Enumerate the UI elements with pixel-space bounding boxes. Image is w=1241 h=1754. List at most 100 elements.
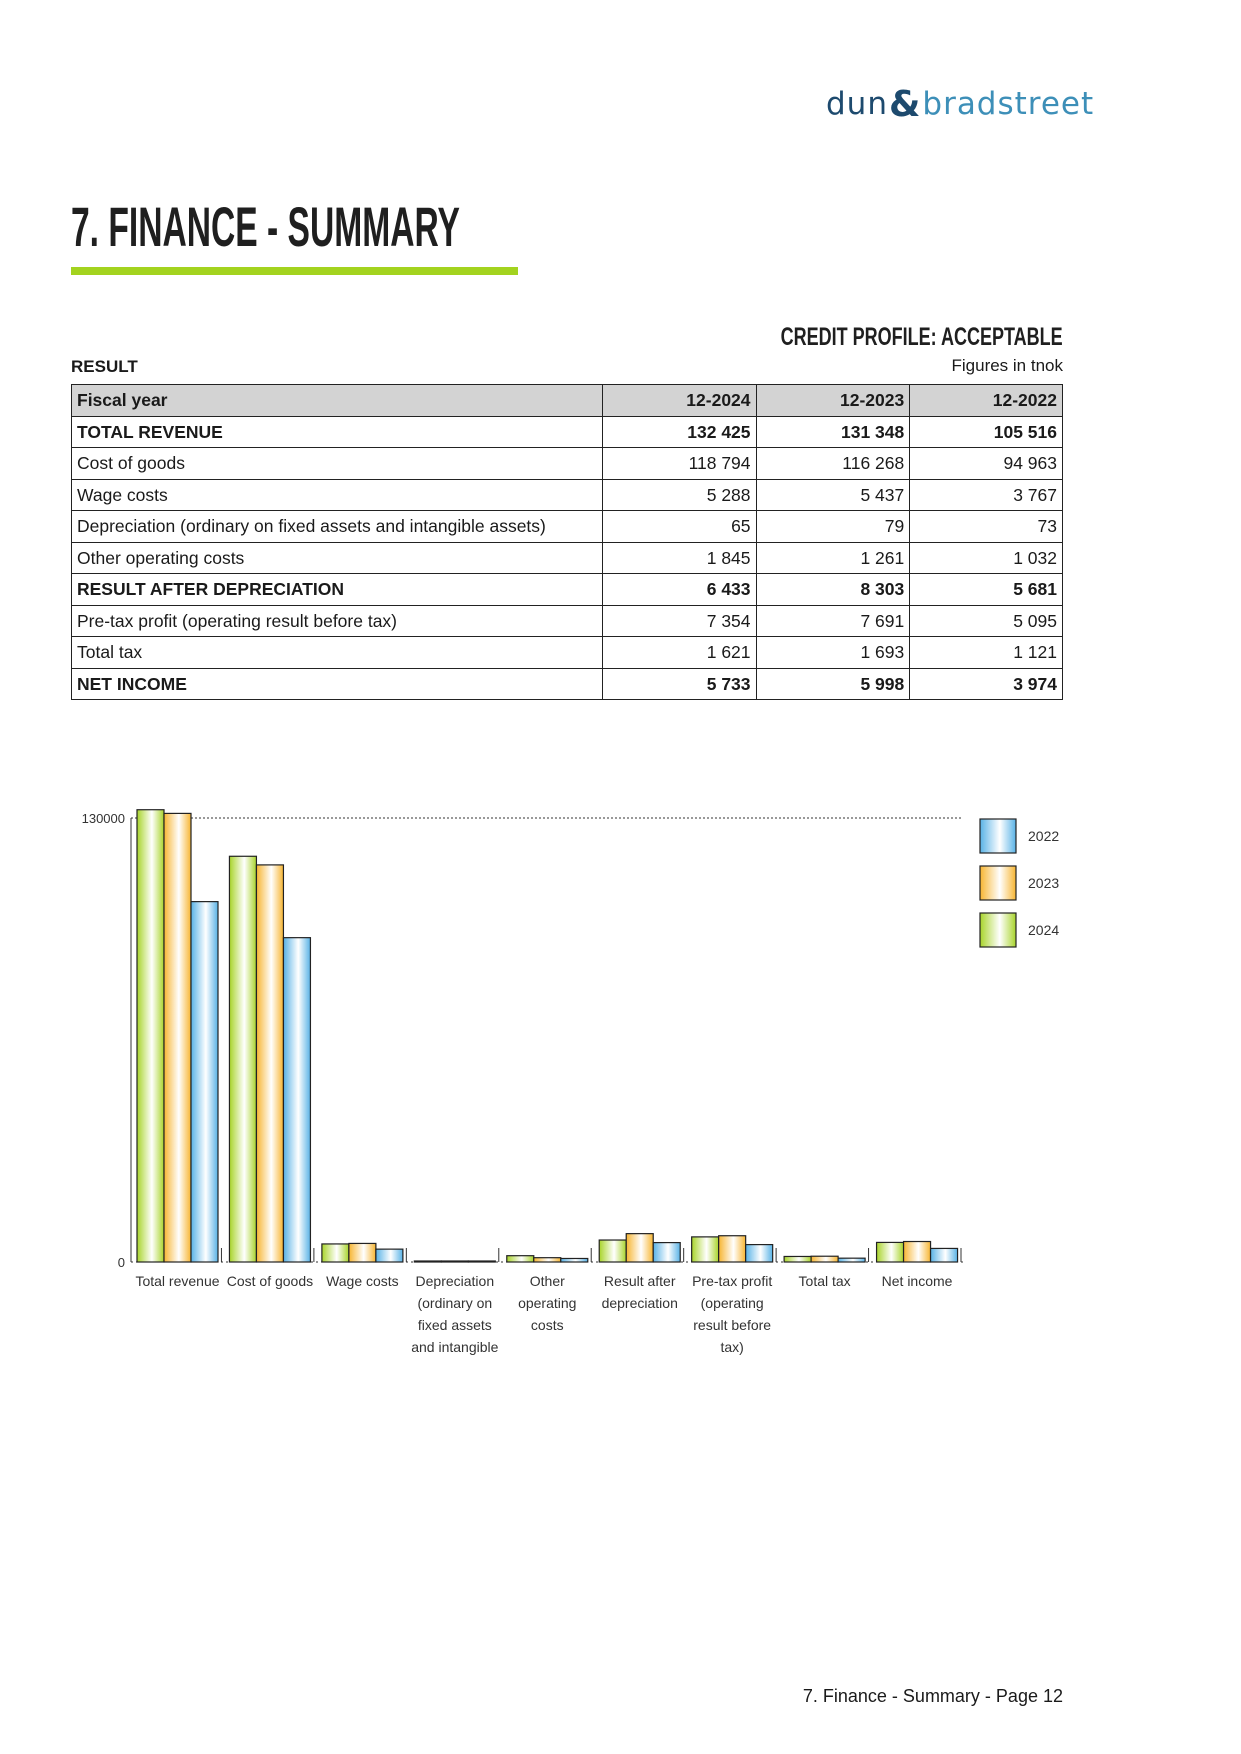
y-tick-label: 130000 <box>82 811 125 826</box>
x-tick-label: (ordinary on <box>417 1295 492 1311</box>
cell-value: 73 <box>909 510 1063 543</box>
cell-value: 3 974 <box>909 667 1063 700</box>
bar-2023 <box>533 1257 562 1263</box>
cell-value: 1 032 <box>909 541 1063 574</box>
x-tick-label: Cost of goods <box>227 1273 313 1289</box>
column-header: 12-2023 <box>755 384 911 417</box>
row-label: Pre-tax profit (operating result before … <box>71 604 603 637</box>
table-row: Wage costs 5 288 5 437 3 767 <box>71 478 1063 511</box>
column-header: 12-2024 <box>601 384 757 417</box>
page-title: 7. FINANCE - SUMMARY <box>71 195 460 258</box>
cell-value: 5 437 <box>755 478 911 511</box>
logo-text-dun: dun <box>826 86 888 122</box>
x-tick-label: and intangible <box>411 1339 498 1355</box>
bar-2022 <box>652 1241 681 1263</box>
bar-2024 <box>413 1260 442 1263</box>
row-label: Total tax <box>71 636 603 669</box>
credit-profile: CREDIT PROFILE: ACCEPTABLE <box>780 323 1063 351</box>
y-tick-label: 0 <box>118 1255 125 1270</box>
x-tick-label: result before <box>693 1317 771 1333</box>
cell-value: 132 425 <box>601 415 757 448</box>
cell-value: 8 303 <box>755 573 911 606</box>
cell-value: 7 354 <box>601 604 757 637</box>
row-label: RESULT AFTER DEPRECIATION <box>71 573 603 606</box>
cell-value: 7 691 <box>755 604 911 637</box>
bar-2022 <box>467 1260 496 1263</box>
row-label: Wage costs <box>71 478 603 511</box>
bar-2022 <box>560 1257 589 1263</box>
logo-ampersand: & <box>888 84 922 125</box>
cell-value: 5 288 <box>601 478 757 511</box>
x-tick-label: Result after <box>604 1273 676 1289</box>
units-note: Figures in tnok <box>951 356 1064 375</box>
row-label: Cost of goods <box>71 447 603 480</box>
bar-2022 <box>375 1248 404 1263</box>
bar-2022 <box>929 1247 959 1263</box>
bar-2023 <box>255 864 285 1263</box>
x-tick-label: Net income <box>882 1273 953 1289</box>
table-row: TOTAL REVENUE 132 425 131 348 105 516 <box>71 415 1063 448</box>
title-underline <box>71 267 518 275</box>
bar-2023 <box>163 812 192 1263</box>
result-bar-chart: 130000 0 Total revenue Cost of goods Wage co… <box>82 809 1059 1355</box>
cell-value: 1 121 <box>909 636 1063 669</box>
cell-value: 118 794 <box>601 447 757 480</box>
x-tick-label: Total revenue <box>135 1273 219 1289</box>
row-label: Depreciation (ordinary on fixed assets a… <box>71 510 603 543</box>
cell-value: 6 433 <box>601 573 757 606</box>
cell-value: 94 963 <box>909 447 1063 480</box>
x-tick-label: Pre-tax profit <box>692 1273 772 1289</box>
cell-value: 5 733 <box>601 667 757 700</box>
x-tick-label: Wage costs <box>326 1273 399 1289</box>
page-footer: 7. Finance - Summary - Page 12 <box>802 1686 1063 1706</box>
cell-value: 131 348 <box>755 415 911 448</box>
row-label: Other operating costs <box>71 541 603 574</box>
legend-label: 2022 <box>1028 828 1059 844</box>
x-tick-label: costs <box>531 1317 564 1333</box>
bar-2024 <box>321 1243 350 1263</box>
table-header-row: Fiscal year 12-2024 12-2023 12-2022 <box>71 384 1063 417</box>
legend-swatch-2024 <box>979 912 1017 948</box>
x-tick-label: fixed assets <box>418 1317 492 1333</box>
table-row: RESULT AFTER DEPRECIATION 6 433 8 303 5 681 <box>71 573 1063 606</box>
column-header: Fiscal year <box>71 384 603 417</box>
row-label: NET INCOME <box>71 667 603 700</box>
row-label: TOTAL REVENUE <box>71 415 603 448</box>
bar-2023 <box>718 1235 747 1263</box>
cell-value: 116 268 <box>755 447 911 480</box>
table-row: Cost of goods 118 794 116 268 94 963 <box>71 447 1063 480</box>
table-row: Depreciation (ordinary on fixed assets a… <box>71 510 1063 543</box>
cell-value: 105 516 <box>909 415 1063 448</box>
cell-value: 3 767 <box>909 478 1063 511</box>
bar-2023 <box>625 1233 654 1263</box>
cell-value: 1 621 <box>601 636 757 669</box>
bar-2022 <box>282 937 312 1263</box>
bar-2024 <box>228 855 258 1263</box>
bar-2023 <box>902 1240 932 1263</box>
section-label: RESULT <box>71 357 138 376</box>
table-row: Total tax 1 621 1 693 1 121 <box>71 636 1063 669</box>
cell-value: 65 <box>601 510 757 543</box>
bar-2023 <box>810 1255 839 1263</box>
table-row: Other operating costs 1 845 1 261 1 032 <box>71 541 1063 574</box>
x-tick-label: depreciation <box>602 1295 678 1311</box>
cell-value: 1 845 <box>601 541 757 574</box>
x-tick-label: tax) <box>720 1339 743 1355</box>
table-row: NET INCOME 5 733 5 998 3 974 <box>71 667 1063 700</box>
column-header: 12-2022 <box>909 384 1063 417</box>
bar-2024 <box>875 1241 905 1263</box>
logo-text-bradstreet: bradstreet <box>922 86 1095 122</box>
bar-2022 <box>745 1243 774 1263</box>
bar-2024 <box>506 1255 535 1263</box>
x-tick-label: operating <box>518 1295 576 1311</box>
cell-value: 79 <box>755 510 911 543</box>
bar-2023 <box>440 1260 469 1263</box>
bar-2023 <box>348 1242 377 1263</box>
x-tick-label: Depreciation <box>416 1273 495 1289</box>
legend-label: 2024 <box>1028 922 1059 938</box>
x-tick-label: Total tax <box>799 1273 851 1289</box>
bar-2022 <box>190 901 219 1263</box>
cell-value: 5 998 <box>755 667 911 700</box>
bar-2024 <box>691 1236 720 1263</box>
cell-value: 5 681 <box>909 573 1063 606</box>
